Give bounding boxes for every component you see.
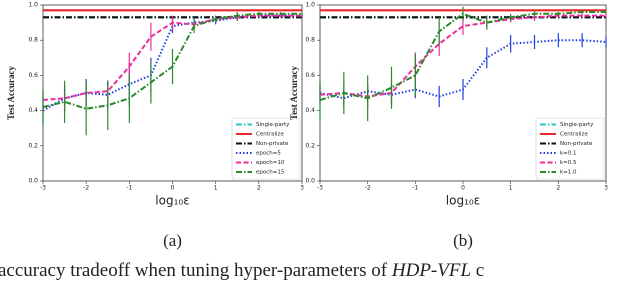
legend-label: epoch=5 <box>256 151 281 157</box>
legend-label: k=0.1 <box>560 151 577 157</box>
series-line <box>42 14 302 101</box>
caption-emphasis: HDP-VFL <box>391 260 471 281</box>
x-tick-label: 1 <box>509 185 513 192</box>
x-tick-label: 3 <box>604 185 608 192</box>
legend-label: epoch=15 <box>256 170 285 176</box>
subfigure-label: (a) <box>163 231 182 250</box>
y-tick-label: 0.8 <box>305 37 315 44</box>
x-tick-label: 1 <box>214 185 218 192</box>
legend-label: Non-private <box>256 141 289 147</box>
legend-label: Single-party <box>560 122 594 128</box>
legend-label: Non-private <box>560 141 593 147</box>
y-tick-label: 0.2 <box>28 142 38 149</box>
series-line <box>319 39 607 100</box>
legend-label: k=1.0 <box>560 170 577 176</box>
y-tick-label: 0.0 <box>305 178 315 185</box>
series-line <box>42 12 302 110</box>
y-tick-label: 0.0 <box>28 178 38 185</box>
x-tick-label: -2 <box>365 185 371 192</box>
x-tick-label: -2 <box>83 185 89 192</box>
x-tick-label: -3 <box>40 185 46 192</box>
x-tick-label: 2 <box>257 185 261 192</box>
x-tick-label: 3 <box>300 185 304 192</box>
y-tick-label: 1.0 <box>305 2 315 9</box>
x-axis-label: log₁₀ε <box>155 194 189 208</box>
x-tick-label: 2 <box>556 185 560 192</box>
x-tick-label: -1 <box>412 185 418 192</box>
y-axis-label: Test Accuracy <box>6 66 16 120</box>
caption-text: accuracy tradeoff when tuning hyper-para… <box>0 260 388 281</box>
legend-label: k=0.5 <box>560 160 577 166</box>
caption: accuracy tradeoff when tuning hyper-para… <box>0 260 484 281</box>
legend-label: epoch=10 <box>256 160 285 166</box>
series-line <box>319 11 606 101</box>
x-tick-label: -1 <box>126 185 132 192</box>
y-tick-label: 0.6 <box>305 72 315 79</box>
y-tick-label: 0.6 <box>28 72 38 79</box>
x-axis-label: log₁₀ε <box>446 194 480 208</box>
y-axis-label: Test Accuracy <box>289 66 299 120</box>
legend-label: Centralize <box>256 132 284 138</box>
legend-label: Single-party <box>256 122 290 128</box>
y-tick-label: 1.0 <box>28 2 38 9</box>
x-tick-label: 0 <box>171 185 175 192</box>
x-tick-label: 0 <box>461 185 465 192</box>
y-tick-label: 0.8 <box>28 37 38 44</box>
y-tick-label: 0.4 <box>28 107 38 114</box>
caption-tail: c <box>476 260 484 281</box>
y-tick-label: 0.2 <box>305 142 315 149</box>
y-tick-label: 0.4 <box>305 107 315 114</box>
subfigure-label: (b) <box>453 231 473 250</box>
x-tick-label: -3 <box>317 185 323 192</box>
legend-label: Centralize <box>560 132 588 138</box>
